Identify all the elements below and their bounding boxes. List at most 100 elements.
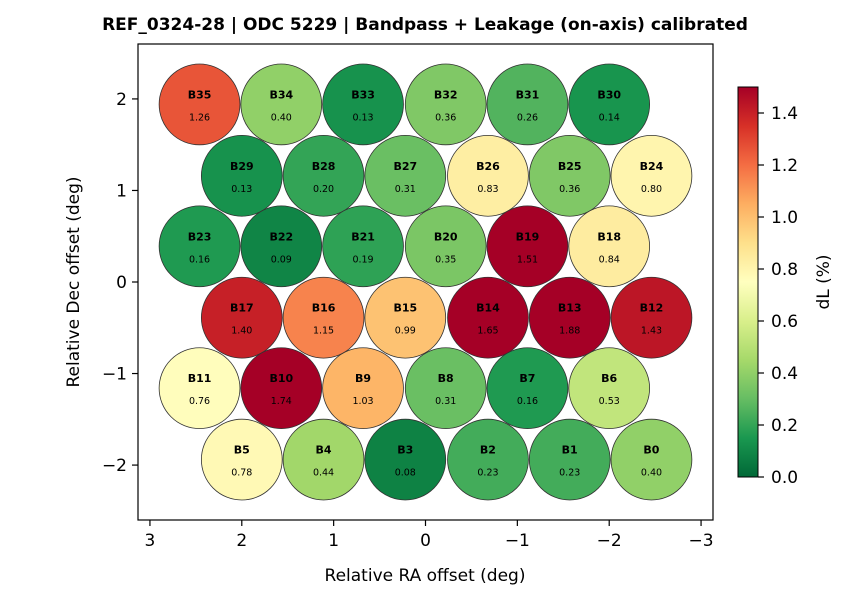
beam-circle xyxy=(486,63,569,146)
beam-value-label: 0.16 xyxy=(189,254,210,265)
beam-value-label: 0.40 xyxy=(641,468,662,479)
beam-b6: B6 0.53 xyxy=(568,347,651,429)
beam-name-label: B29 xyxy=(230,160,254,173)
beam-value-label: 0.99 xyxy=(395,326,416,337)
beam-b21: B21 0.19 xyxy=(322,205,404,288)
beam-value-label: 1.03 xyxy=(352,396,373,407)
beam-circle xyxy=(528,276,611,359)
beam-name-label: B22 xyxy=(269,230,293,243)
beam-circle xyxy=(158,205,241,288)
beam-name-label: B17 xyxy=(230,302,254,315)
beam-circle xyxy=(404,205,487,288)
y-tick-label: 0 xyxy=(116,273,127,293)
colorbar-tick-label: 1.0 xyxy=(771,208,798,228)
beam-value-label: 1.65 xyxy=(477,326,498,337)
x-tick-label: −1 xyxy=(505,531,530,551)
beam-circle xyxy=(404,347,487,429)
beam-circle xyxy=(528,135,611,217)
colorbar-tick-label: 0.8 xyxy=(771,260,798,280)
beam-b32: B32 0.36 xyxy=(404,63,487,146)
beam-b13: B13 1.88 xyxy=(528,276,611,359)
beam-value-label: 0.84 xyxy=(599,254,620,265)
beam-name-label: B16 xyxy=(312,302,336,315)
beam-circle xyxy=(610,276,693,359)
beam-name-label: B11 xyxy=(188,372,212,385)
colorbar-ticks: 0.0 0.2 0.4 0.6 0.8 1.0 1.2 1.4 xyxy=(758,104,798,488)
beam-name-label: B12 xyxy=(640,302,664,315)
beam-value-label: 0.19 xyxy=(352,254,373,265)
beam-name-label: B20 xyxy=(434,230,458,243)
beam-name-label: B33 xyxy=(351,88,375,101)
beam-circle xyxy=(528,418,611,501)
y-tick-label: 1 xyxy=(116,181,127,201)
beam-circle xyxy=(447,135,529,217)
beam-name-label: B10 xyxy=(269,372,293,385)
beam-value-label: 0.83 xyxy=(477,184,498,195)
x-axis-ticks: 3 2 1 0 −1 −2 −3 xyxy=(145,520,714,551)
beam-circle xyxy=(282,418,365,501)
colorbar-tick-label: 0.2 xyxy=(771,416,798,436)
beam-value-label: 1.40 xyxy=(231,326,252,337)
beam-circle xyxy=(486,347,569,429)
beam-circle xyxy=(240,347,323,429)
x-tick-label: 0 xyxy=(420,531,431,551)
beam-name-label: B30 xyxy=(597,88,621,101)
beam-b19: B19 1.51 xyxy=(486,205,569,288)
chart-title: REF_0324-28 | ODC 5229 | Bandpass + Leak… xyxy=(102,15,748,35)
beam-value-label: 0.78 xyxy=(231,468,252,479)
beam-circle xyxy=(322,63,404,146)
beam-b23: B23 0.16 xyxy=(158,205,241,288)
beam-name-label: B2 xyxy=(480,444,496,457)
beam-b14: B14 1.65 xyxy=(447,276,529,359)
beam-name-label: B25 xyxy=(558,160,582,173)
beam-value-label: 0.13 xyxy=(231,184,252,195)
y-axis-label: Relative Dec offset (deg) xyxy=(64,176,84,387)
x-tick-label: −2 xyxy=(597,531,622,551)
beam-value-label: 0.09 xyxy=(271,254,292,265)
y-tick-label: 2 xyxy=(116,90,127,110)
beam-name-label: B8 xyxy=(438,372,454,385)
beam-b10: B10 1.74 xyxy=(240,347,323,429)
beam-b17: B17 1.40 xyxy=(200,276,283,359)
beam-circle xyxy=(200,276,283,359)
beam-name-label: B34 xyxy=(269,88,293,101)
beam-b26: B26 0.83 xyxy=(447,135,529,217)
beam-b12: B12 1.43 xyxy=(610,276,693,359)
beam-value-label: 0.35 xyxy=(435,254,456,265)
beam-circle xyxy=(158,63,241,146)
beam-b3: B3 0.08 xyxy=(364,418,447,501)
beam-name-label: B35 xyxy=(188,88,212,101)
y-tick-label: −1 xyxy=(102,365,127,385)
colorbar-tick-label: 0.6 xyxy=(771,312,798,332)
beam-circle xyxy=(200,135,283,217)
beam-value-label: 0.26 xyxy=(517,112,538,123)
beam-circle xyxy=(282,276,365,359)
beam-circle xyxy=(568,63,651,146)
beam-value-label: 1.15 xyxy=(313,326,334,337)
beam-value-label: 0.53 xyxy=(599,396,620,407)
beam-value-label: 0.31 xyxy=(435,396,456,407)
beam-name-label: B24 xyxy=(640,160,664,173)
beam-circle xyxy=(282,135,365,217)
beam-b8: B8 0.31 xyxy=(404,347,487,429)
colorbar xyxy=(737,86,759,478)
beam-name-label: B7 xyxy=(519,372,535,385)
beam-value-label: 0.16 xyxy=(517,396,538,407)
beam-value-label: 0.80 xyxy=(641,184,662,195)
beam-b16: B16 1.15 xyxy=(282,276,365,359)
beam-value-label: 0.23 xyxy=(559,468,580,479)
beam-value-label: 1.74 xyxy=(271,396,292,407)
beam-circle xyxy=(404,63,487,146)
beam-circle xyxy=(240,63,323,146)
beam-value-label: 0.36 xyxy=(435,112,456,123)
beam-b4: B4 0.44 xyxy=(282,418,365,501)
beam-value-label: 0.40 xyxy=(271,112,292,123)
beam-name-label: B15 xyxy=(393,302,417,315)
beam-value-label: 0.20 xyxy=(313,184,334,195)
beam-b18: B18 0.84 xyxy=(568,205,651,288)
beam-name-label: B27 xyxy=(393,160,417,173)
colorbar-label: dL (%) xyxy=(814,254,834,309)
beam-name-label: B13 xyxy=(558,302,582,315)
beam-circle xyxy=(200,418,283,501)
beam-value-label: 0.13 xyxy=(352,112,373,123)
